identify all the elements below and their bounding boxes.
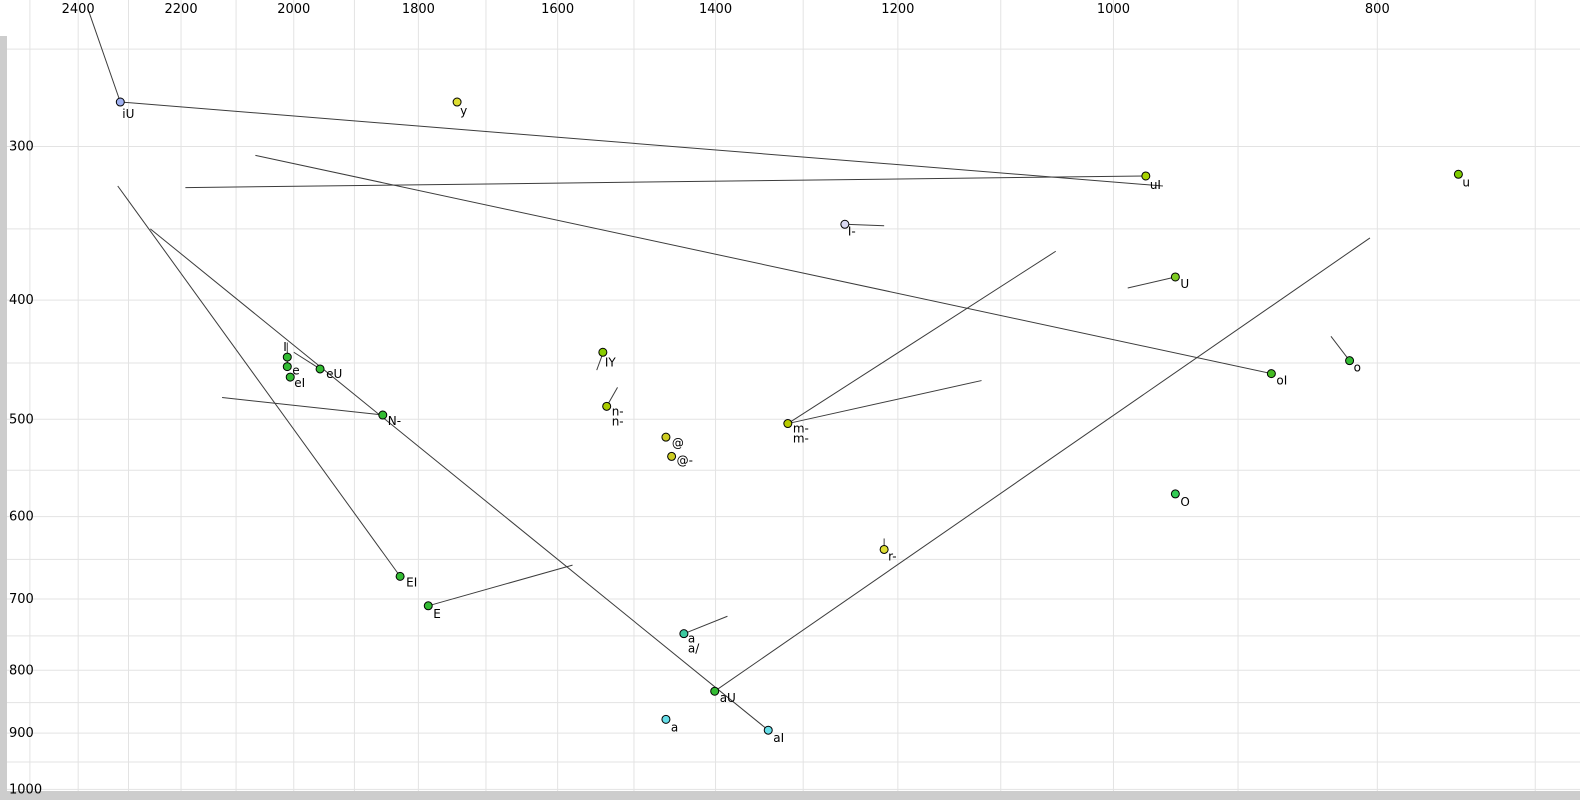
axis-labels: 2400 2200 2000 1800 1600 1400 1200 1000 800 300 40… — [9, 2, 1390, 797]
vowel-label-EI: EI — [406, 575, 417, 589]
y-tick-label: 900 — [9, 726, 34, 741]
vowel-point-I-[interactable] — [840, 219, 850, 229]
trajectory-aU — [714, 237, 1371, 692]
vowel-label-secondary-a/: a — [688, 632, 695, 646]
vowel-point-aU[interactable] — [710, 686, 720, 696]
vowel-point-IY[interactable] — [598, 347, 608, 357]
vowel-label-m-: m- — [793, 432, 809, 446]
vowel-label-I: I — [283, 340, 287, 354]
vowel-point-a/[interactable] — [679, 629, 689, 639]
trajectory-U — [1127, 276, 1176, 289]
vowel-label-a: a — [671, 720, 678, 734]
vowel-point-n-[interactable] — [602, 401, 612, 411]
trajectory-EI — [117, 185, 401, 577]
x-tick-label: 2200 — [165, 2, 198, 17]
trajectory-uI — [185, 175, 1146, 189]
y-tick-label: 400 — [9, 293, 34, 308]
vowel-point-r-[interactable] — [879, 544, 889, 554]
vowel-label-@: @ — [672, 436, 684, 450]
window-edge-bottom — [0, 791, 1580, 800]
y-tick-label: 600 — [9, 510, 34, 525]
vowel-point-a[interactable] — [661, 714, 671, 724]
vowel-point-N-[interactable] — [378, 410, 388, 420]
trajectory-lines — [87, 9, 1371, 731]
vowel-label-E: E — [433, 607, 441, 621]
vowel-point-iU[interactable] — [115, 97, 125, 107]
x-tick-label: 1600 — [541, 2, 574, 17]
window-edges — [0, 36, 1580, 800]
trajectory-m- — [787, 250, 1057, 424]
x-tick-label: 2400 — [62, 2, 95, 17]
vowel-point-eI[interactable] — [285, 372, 295, 382]
vowel-label-u: u — [1462, 175, 1470, 189]
vowel-label-e: e — [292, 364, 299, 378]
x-tick-label: 1800 — [402, 2, 435, 17]
x-tick-label: 800 — [1365, 2, 1390, 17]
trajectory-iU — [87, 9, 121, 103]
y-tick-label: 300 — [9, 140, 34, 155]
vowel-label-aU: aU — [720, 691, 736, 705]
vowel-point-@-[interactable] — [667, 451, 677, 461]
trajectory-m- — [787, 380, 982, 425]
vowel-label-oI: oI — [1276, 374, 1287, 388]
trajectory-aI — [149, 228, 769, 731]
trajectory-iU — [120, 101, 1164, 187]
vowel-label-n-: n- — [612, 414, 624, 428]
vowel-label-N-: N- — [388, 414, 401, 428]
vowel-point-I[interactable] — [282, 352, 292, 362]
x-tick-label: 2000 — [277, 2, 310, 17]
vowel-label-IY: IY — [605, 355, 617, 369]
vowel-point-oI[interactable] — [1266, 369, 1276, 379]
x-tick-label: 1400 — [699, 2, 732, 17]
vowel-point-m-[interactable] — [783, 419, 793, 429]
vowel-point-y[interactable] — [452, 97, 462, 107]
window-edge-left — [0, 36, 7, 800]
vowel-label-o: o — [1354, 361, 1361, 375]
vowel-points — [115, 97, 1463, 735]
vowel-label-I-: I- — [848, 224, 856, 238]
vowel-label-r-: r- — [888, 549, 897, 563]
vowel-point-U[interactable] — [1170, 272, 1180, 282]
y-tick-label: 700 — [9, 592, 34, 607]
vowel-point-E[interactable] — [423, 601, 433, 611]
vowel-label-y: y — [460, 104, 467, 118]
vowel-point-eU[interactable] — [315, 364, 325, 374]
vowel-label-eI: eI — [294, 376, 305, 390]
trajectory-a/ — [683, 615, 728, 635]
vowel-label-a/: a/ — [688, 642, 700, 656]
vowel-label-secondary-n-: n- — [612, 404, 624, 418]
vowel-point-@[interactable] — [661, 432, 671, 442]
vowel-point-aI[interactable] — [763, 725, 773, 735]
vowel-point-uI[interactable] — [1141, 171, 1151, 181]
trajectory-I- — [844, 223, 885, 227]
trajectory-E — [428, 564, 573, 607]
x-tick-label: 1000 — [1097, 2, 1130, 17]
vowel-point-o[interactable] — [1345, 356, 1355, 366]
y-tick-label: 1000 — [9, 782, 42, 797]
trajectory-N- — [222, 397, 383, 416]
vowel-label-iU: iU — [122, 107, 134, 121]
vowel-label-O: O — [1180, 495, 1189, 509]
y-tick-label: 500 — [9, 412, 34, 427]
vowel-label-aI: aI — [773, 731, 784, 745]
vowel-label-U: U — [1180, 277, 1189, 291]
vowel-label-secondary-m-: m- — [793, 422, 809, 436]
y-tick-label: 800 — [9, 663, 34, 678]
vowel-point-O[interactable] — [1170, 489, 1180, 499]
trajectory-o — [1330, 335, 1350, 361]
vowel-point-u[interactable] — [1453, 169, 1463, 179]
vowel-point-EI[interactable] — [395, 571, 405, 581]
vowel-label-uI: uI — [1150, 178, 1161, 192]
vowel-point-e[interactable] — [282, 362, 292, 372]
trajectory-oI — [255, 154, 1272, 375]
x-tick-label: 1200 — [881, 2, 914, 17]
vowel-label-@-: @- — [677, 453, 693, 467]
trajectory-eU — [293, 351, 321, 370]
vowel-label-eU: eU — [326, 367, 342, 381]
